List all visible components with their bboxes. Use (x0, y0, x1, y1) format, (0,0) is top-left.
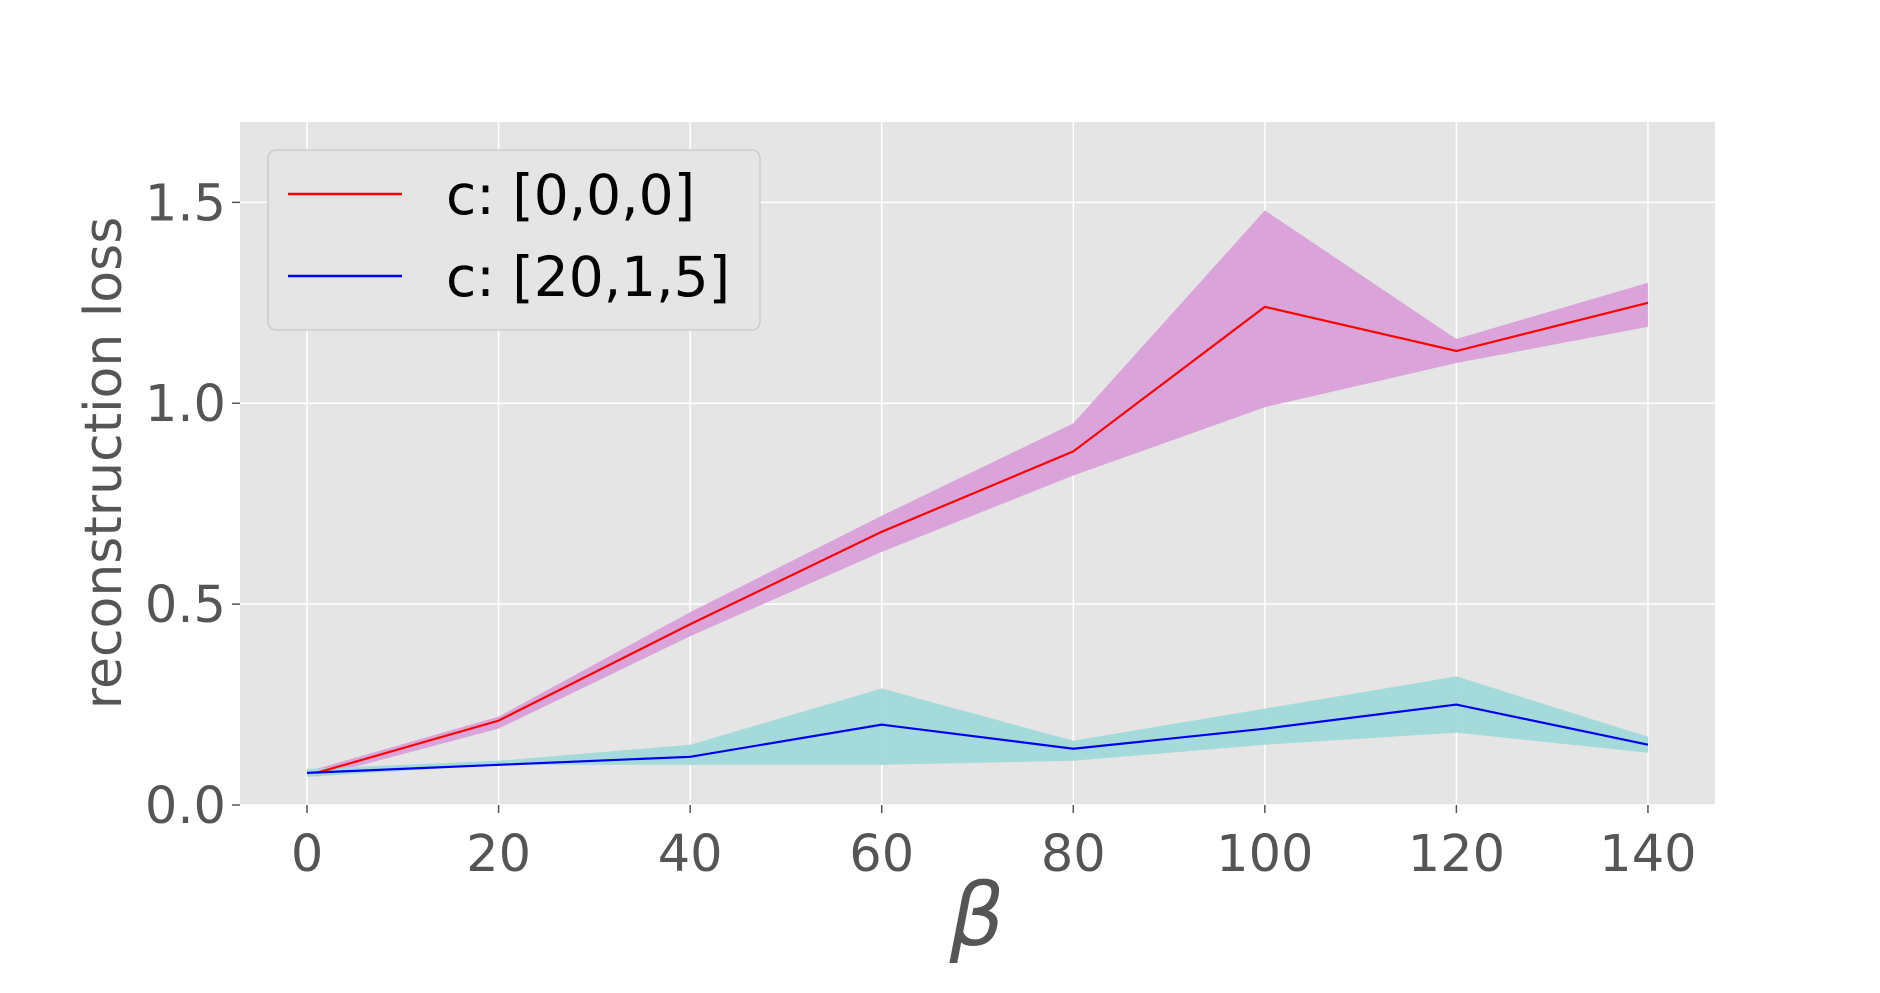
y-tick-label: 1.5 (145, 174, 226, 233)
x-axis-ticks: 0 20 40 60 80 100 120 140 (291, 805, 1697, 884)
y-tick-label: 0.0 (145, 777, 226, 836)
x-tick-label: 20 (466, 825, 531, 884)
y-axis-label: reconstruction loss (74, 217, 134, 710)
x-tick-label: 140 (1599, 825, 1696, 884)
confidence-bands (307, 210, 1648, 777)
confidence-band-series-1 (316, 210, 1648, 777)
y-tick-label: 0.5 (145, 576, 226, 635)
series-line-2 (306, 703, 1649, 774)
legend-label-series-1: c: [0,0,0] (446, 163, 695, 227)
legend-label-series-2: c: [20,1,5] (446, 245, 730, 309)
x-tick-label: 60 (849, 825, 914, 884)
series-line-1 (316, 301, 1649, 774)
x-tick-label: 120 (1408, 825, 1505, 884)
confidence-band-series-2 (307, 676, 1648, 777)
x-axis-label: β (949, 866, 1005, 966)
x-tick-label: 0 (291, 825, 323, 884)
x-tick-label: 100 (1216, 825, 1313, 884)
y-axis-ticks: 0.0 0.5 1.0 1.5 (145, 174, 240, 836)
y-tick-label: 1.0 (145, 375, 226, 434)
legend: c: [0,0,0] c: [20,1,5] (267, 149, 761, 331)
series-lines (306, 301, 1649, 774)
x-tick-label: 80 (1041, 825, 1106, 884)
x-tick-label: 40 (658, 825, 723, 884)
